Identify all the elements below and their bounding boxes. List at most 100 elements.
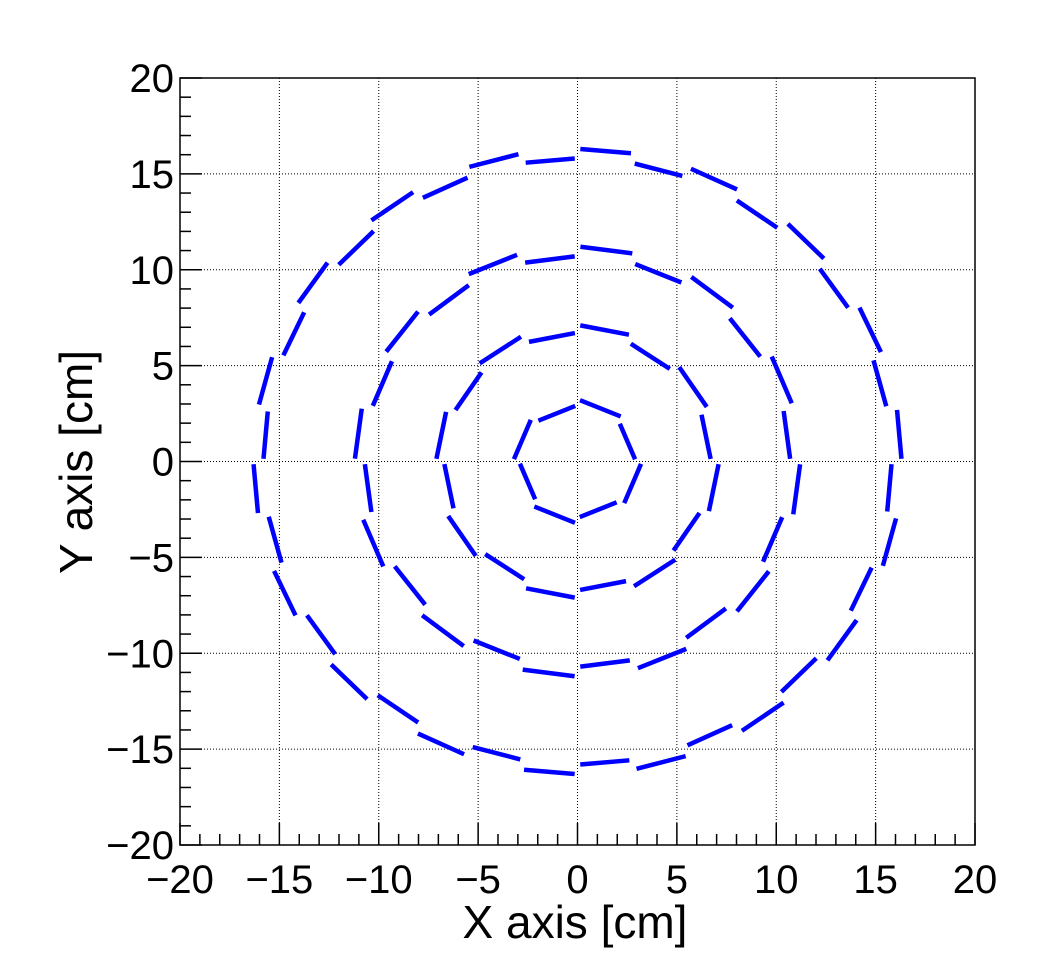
segment (525, 586, 576, 600)
segment (871, 359, 889, 407)
segment (472, 744, 521, 762)
segment (735, 198, 779, 230)
segment (468, 152, 520, 170)
segment (880, 517, 899, 567)
x-tick-label: −5 (455, 858, 501, 902)
segment (370, 190, 415, 223)
segment (706, 463, 721, 512)
segment (817, 267, 850, 310)
segment (632, 557, 677, 589)
segment (637, 646, 688, 671)
y-tick-label: 5 (152, 345, 174, 389)
y-tick-label: 10 (130, 249, 175, 293)
x-tick-label: −15 (245, 858, 313, 902)
segment (251, 464, 261, 514)
segment (825, 618, 859, 662)
segment (579, 398, 622, 419)
segment (740, 700, 785, 733)
y-tick-label: −15 (106, 728, 174, 772)
segment (884, 463, 894, 512)
segment (337, 229, 376, 267)
segment (528, 330, 576, 345)
segment (522, 667, 575, 679)
segment (699, 414, 713, 460)
segment (420, 613, 466, 648)
segment (580, 658, 631, 669)
x-tick-label: 15 (853, 858, 898, 902)
segment (769, 355, 794, 405)
segment (256, 356, 275, 406)
segment (634, 261, 683, 285)
segment (305, 613, 338, 656)
segment (421, 175, 469, 200)
segment (446, 514, 478, 558)
segment (686, 723, 734, 748)
segment (434, 411, 449, 460)
segment (857, 306, 883, 354)
y-axis-title: Y axis [cm] (50, 350, 102, 574)
segment (629, 341, 672, 371)
segment (781, 410, 793, 460)
segment (760, 516, 785, 563)
segment (524, 254, 575, 265)
segment (848, 566, 874, 612)
segment (671, 511, 702, 552)
segment (384, 310, 420, 354)
y-tick-label: 20 (130, 57, 175, 101)
segment (617, 422, 638, 461)
segment (525, 156, 575, 165)
segment (523, 767, 575, 777)
segment (635, 753, 687, 771)
segment (533, 504, 576, 525)
x-axis-title: X axis [cm] (463, 896, 688, 948)
segment (483, 552, 526, 582)
x-tick-label: 20 (953, 858, 998, 902)
segment (511, 418, 533, 460)
segment (472, 638, 521, 662)
segment (370, 360, 395, 407)
y-tick-label: 15 (130, 153, 175, 197)
segment (352, 408, 364, 459)
segment (894, 409, 904, 459)
segment (580, 758, 630, 767)
segment (690, 166, 738, 192)
segment (779, 656, 818, 694)
segment (728, 316, 763, 358)
segment (453, 371, 484, 412)
segment (362, 463, 374, 513)
segment (580, 146, 632, 156)
segment (791, 464, 803, 515)
segment (634, 161, 683, 179)
segment (272, 569, 298, 617)
segment (689, 275, 735, 310)
x-tick-label: −20 (146, 858, 214, 902)
segment (417, 731, 465, 757)
y-tick-label: −20 (106, 824, 174, 868)
segment (786, 222, 826, 261)
segment (442, 463, 456, 509)
y-tick-label: −10 (106, 632, 174, 676)
segment (579, 578, 627, 593)
segment (517, 462, 538, 501)
x-tick-label: −10 (345, 858, 413, 902)
segment (677, 365, 709, 409)
segment (392, 565, 427, 607)
segment (580, 244, 633, 256)
segment (579, 323, 630, 337)
segment (735, 569, 771, 613)
segment (622, 463, 644, 505)
segment (376, 693, 420, 725)
y-tick-label: 0 (152, 441, 174, 485)
x-tick-label: 0 (566, 858, 588, 902)
segment (296, 261, 330, 305)
x-tick-label: 5 (666, 858, 688, 902)
segment (467, 252, 518, 277)
segment (361, 518, 386, 568)
segment (537, 403, 577, 423)
segment (261, 411, 271, 460)
y-tick-label: −5 (128, 536, 174, 580)
segment (684, 606, 728, 640)
segment (281, 311, 307, 357)
segment (266, 516, 284, 564)
